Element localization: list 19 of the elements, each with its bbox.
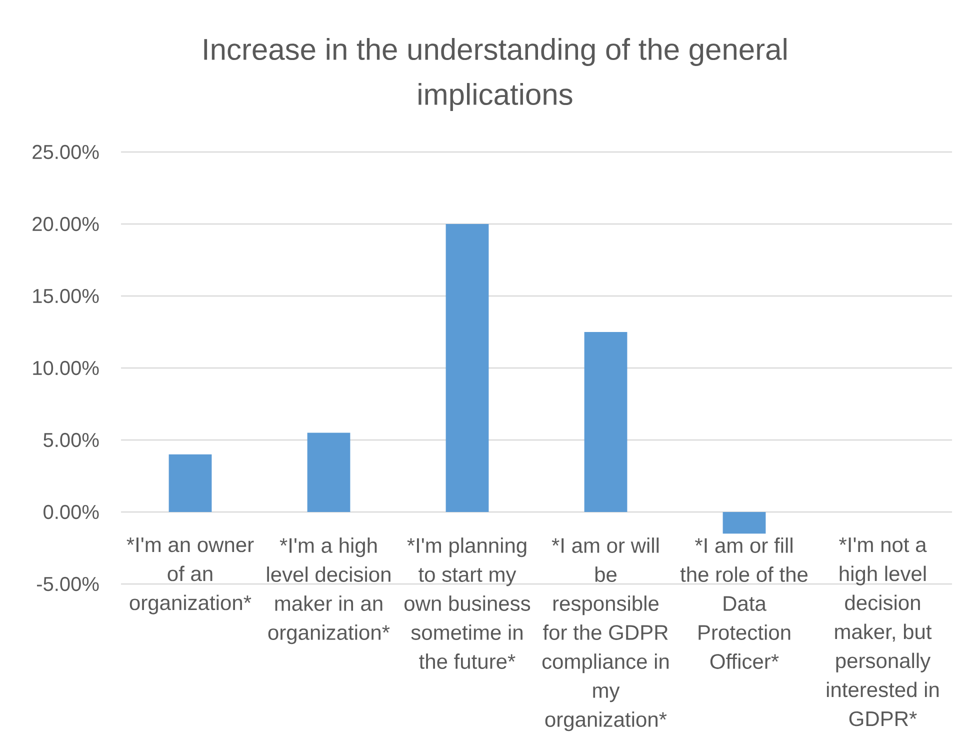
- category-label: *I'm planning to start my own business sometime in the future*: [404, 538, 530, 669]
- y-tick-label: 10.00%: [33, 360, 99, 376]
- category-label: *I'm a high level decision maker in an organization*: [267, 538, 390, 644]
- y-tick-label: 15.00%: [33, 288, 99, 304]
- category-label: *I am or fill the role of the Data Protection Officer*: [680, 538, 808, 669]
- bar: [168, 454, 212, 512]
- category-label: *I'm not a high level decision maker, but personally interested in GDPR*: [826, 538, 939, 726]
- category-label: *I'm an owner of an organization*: [126, 538, 254, 614]
- category-label: *I am or will be responsible for the GDPR compliance in my organization*: [542, 538, 669, 732]
- bar: [722, 512, 766, 534]
- y-tick-label: 5.00%: [44, 432, 99, 448]
- bar: [446, 224, 489, 512]
- y-tick-label: 20.00%: [32, 216, 99, 232]
- y-tick-label: 25.00%: [32, 144, 99, 160]
- y-tick-label: 0.00%: [44, 504, 99, 520]
- chart-title: Increase in the understanding of the general implications: [204, 38, 786, 111]
- y-tick-label: -5.00%: [36, 576, 99, 592]
- bar: [584, 332, 628, 512]
- bar: [307, 432, 350, 512]
